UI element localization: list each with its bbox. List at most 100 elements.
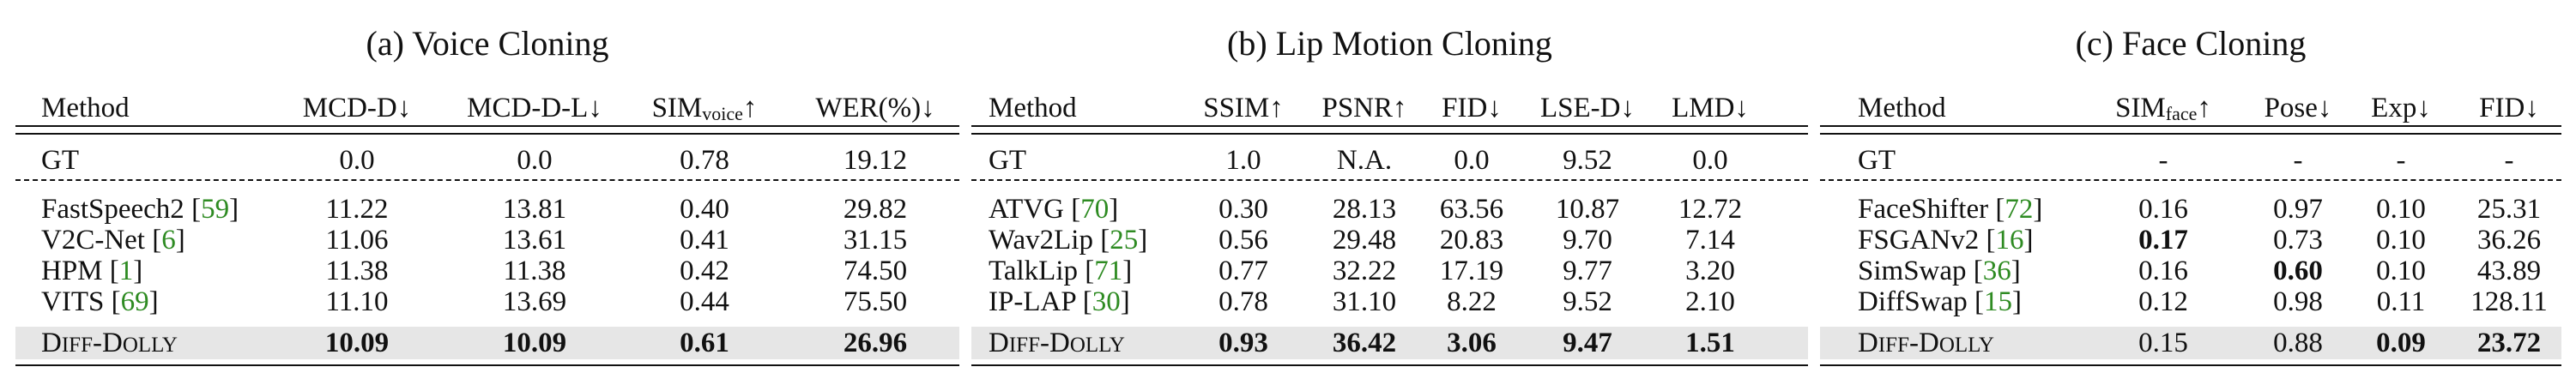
row-value: 7.14	[1685, 225, 1735, 256]
row-value: 0.78	[680, 145, 729, 176]
header-text: FID↓	[2479, 93, 2539, 123]
gt-row: GT 0.0 0.0 0.78 19.12	[15, 144, 959, 177]
panel-voice-cloning: (a) Voice Cloning Method MCD-D↓ MCD-D-L↓ SIM…	[15, 0, 959, 379]
row-value: -	[2396, 145, 2406, 176]
header-text: PSNR↑	[1321, 93, 1407, 123]
method-name: V2C-Net	[41, 225, 145, 256]
rule-mid	[15, 133, 959, 135]
row-value: 0.44	[680, 286, 729, 317]
citation-number: 69	[120, 286, 149, 317]
row-value: 0.78	[1218, 286, 1268, 317]
row-method: ATVG [70]	[989, 193, 1118, 226]
row-value: 0.56	[1218, 225, 1268, 256]
method-name: FSGANv2	[1858, 225, 1980, 256]
column-header: MCD-D-L↓	[436, 92, 633, 124]
row-value: 9.52	[1563, 145, 1612, 176]
row-method: GT	[989, 145, 1026, 176]
row-value: -	[2293, 145, 2303, 176]
table-row: FaceShifter [72] 0.16 0.97 0.10 25.31	[1820, 193, 2561, 226]
table-row: VITS [69] 11.10 13.69 0.44 75.50	[15, 286, 959, 318]
row-value: 0.10	[2376, 225, 2426, 256]
row-method: FastSpeech2 [59]	[41, 193, 239, 226]
rule-bot	[15, 364, 959, 366]
column-header: Method	[989, 92, 1077, 124]
row-value: 23.72	[2476, 328, 2542, 358]
row-value: 0.10	[2376, 256, 2426, 286]
column-header: Method	[41, 92, 130, 124]
row-value: 1.51	[1685, 328, 1735, 358]
method-name-smallcaps: D	[1049, 328, 1070, 358]
row-value: 0.0	[1692, 145, 1728, 176]
column-header: Pose↓	[2199, 92, 2397, 124]
row-value: 0.97	[2273, 194, 2323, 225]
column-header: FID↓	[1373, 92, 1570, 124]
header-text: Method	[41, 93, 130, 123]
row-value: 36.26	[2476, 225, 2542, 256]
row-value: 11.38	[503, 256, 566, 286]
row-value: 13.81	[502, 194, 567, 225]
row-value: 0.73	[2273, 225, 2323, 256]
citation-number: 71	[1094, 256, 1123, 286]
column-header: WER(%)↓	[777, 92, 974, 124]
citation: [6]	[144, 225, 185, 256]
row-value: 19.12	[843, 145, 908, 176]
method-name-smallcaps: IFF	[1878, 334, 1909, 357]
row-method: V2C-Net [6]	[41, 224, 185, 256]
row-value: 11.22	[325, 194, 389, 225]
row-value: 31.15	[843, 225, 908, 256]
citation: [36]	[1966, 256, 2021, 286]
column-header: SIMvoice↑	[606, 92, 803, 124]
rule-dash	[971, 179, 1808, 181]
row-value: 10.09	[324, 328, 390, 358]
row-value: 0.60	[2273, 256, 2323, 286]
citation-number: 30	[1091, 286, 1121, 317]
rule-top	[15, 125, 959, 127]
row-value: 74.50	[843, 256, 908, 286]
row-value: 0.09	[2376, 328, 2426, 358]
column-header: LMD↓	[1612, 92, 1809, 124]
row-value: 29.82	[843, 194, 908, 225]
row-method: FaceShifter [72]	[1858, 193, 2042, 226]
method-name: FastSpeech2	[41, 194, 184, 225]
method-name: FaceShifter	[1858, 194, 1989, 225]
row-value: 0.17	[2138, 225, 2188, 256]
row-value: 0.42	[680, 256, 729, 286]
row-method: HPM [1]	[41, 255, 142, 287]
header-text: MCD-D↓	[302, 93, 412, 123]
citation: [16]	[1979, 225, 2034, 256]
column-header: FID↓	[2410, 92, 2576, 124]
method-name-smallcaps: D	[101, 328, 123, 358]
table-row: DiffSwap [15] 0.12 0.98 0.11 128.11	[1820, 286, 2561, 318]
method-name-smallcaps: -	[1039, 328, 1049, 358]
row-value: 25.31	[2476, 194, 2542, 225]
rule-bot	[971, 364, 1808, 366]
table-row: ATVG [70] 0.30 28.13 63.56 10.87 12.72	[971, 193, 1808, 226]
method-name-smallcaps: -	[92, 328, 102, 358]
row-value: 0.11	[2376, 286, 2426, 317]
ours-row: DIFF-DOLLY 0.93 36.42 3.06 9.47 1.51	[971, 327, 1808, 359]
citation-number: 36	[1982, 256, 2011, 286]
method-name: Wav2Lip	[989, 225, 1093, 256]
rule-dash	[1820, 179, 2561, 181]
row-value: 0.98	[2273, 286, 2323, 317]
citation-number: 25	[1110, 225, 1139, 256]
row-value: -	[2504, 145, 2514, 176]
rule-top	[971, 125, 1808, 127]
citation: [69]	[104, 286, 159, 317]
header-text: LSE-D↓	[1540, 93, 1635, 123]
row-value: 28.13	[1332, 194, 1397, 225]
rule-mid	[971, 133, 1808, 135]
table-row: V2C-Net [6] 11.06 13.61 0.41 31.15	[15, 224, 959, 256]
row-value: 11.06	[325, 225, 389, 256]
row-value: 32.22	[1332, 256, 1397, 286]
method-name: VITS	[41, 286, 105, 317]
row-value: 36.42	[1332, 328, 1397, 358]
row-value: 11.38	[325, 256, 389, 286]
row-value: 0.12	[2138, 286, 2188, 317]
header-text: Method	[1858, 93, 1946, 123]
row-value: 0.0	[1454, 145, 1490, 176]
row-value: 0.16	[2138, 256, 2188, 286]
row-value: -	[2158, 145, 2168, 176]
method-name-smallcaps: OLLY	[122, 334, 178, 357]
